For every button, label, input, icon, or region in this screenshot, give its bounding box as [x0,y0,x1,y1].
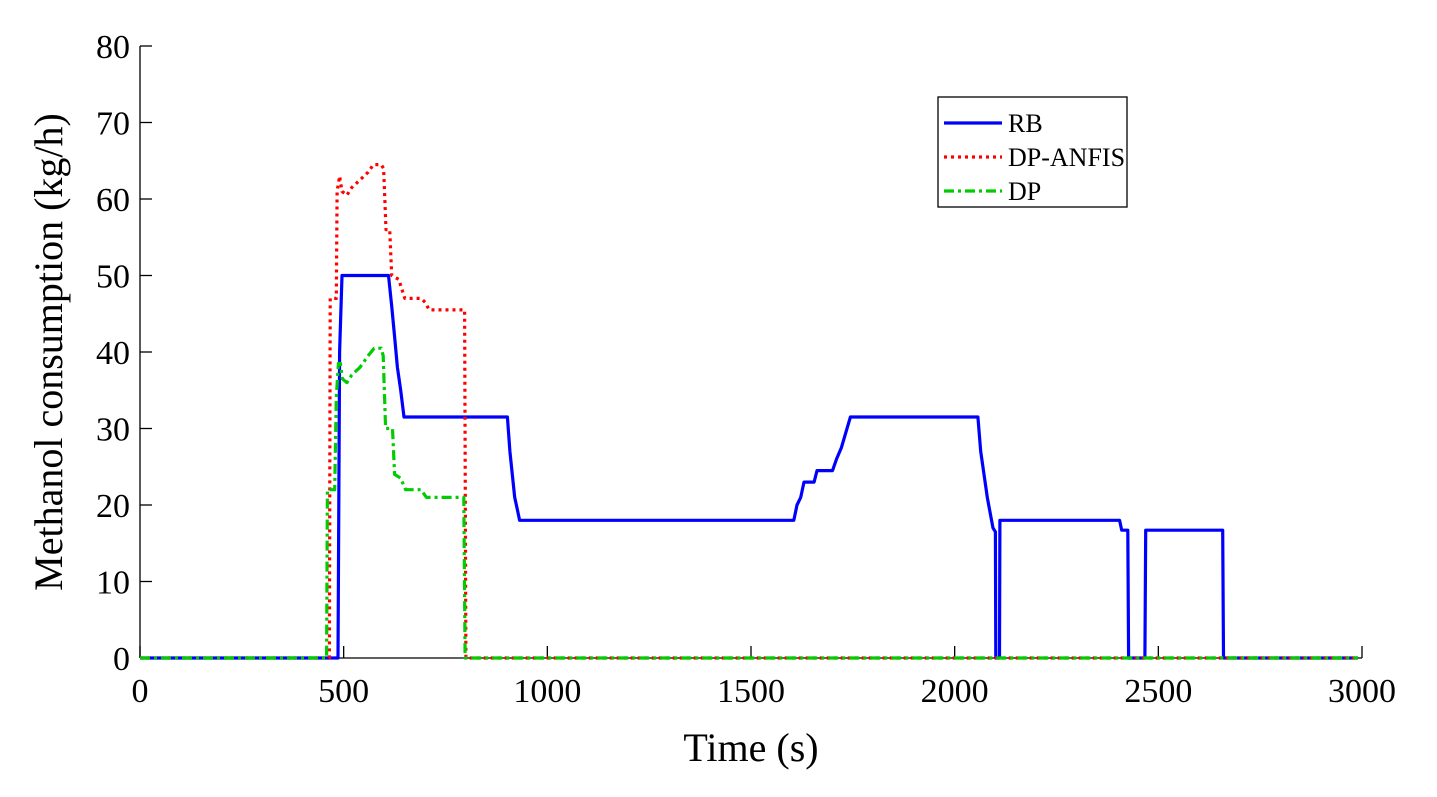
y-tick-label: 30 [96,412,130,449]
y-tick-label: 50 [96,259,130,296]
y-tick-label: 40 [96,335,130,372]
x-tick-label: 2000 [921,673,989,710]
y-tick-label: 70 [96,106,130,143]
x-tick-label: 1500 [717,673,785,710]
series-line-dp-anfis [140,163,1358,660]
x-tick-label: 1000 [513,673,581,710]
series-line-rb [140,273,1358,660]
x-tick-label: 3000 [1328,673,1396,710]
y-tick-label: 20 [96,488,130,525]
y-tick-label: 60 [96,182,130,219]
x-tick-label: 500 [318,673,369,710]
legend-label: RB [1008,109,1043,138]
legend-label: DP [1008,177,1041,206]
legend-label: DP-ANFIS [1008,143,1125,172]
plot-lines [140,163,1358,660]
y-tick-label: 0 [113,641,130,678]
series-line-dp [140,346,1358,660]
x-tick-label: 2500 [1124,673,1192,710]
x-axis-ticks: 0 500 1000 1500 2000 2500 3000 [132,646,1396,710]
y-axis-label: Methanol consumption (kg/h) [26,113,71,591]
x-tick-label: 0 [132,673,149,710]
y-tick-label: 10 [96,565,130,602]
y-axis-ticks: 0 10 20 30 40 50 60 70 80 [96,29,152,678]
legend: RB DP-ANFIS DP [937,96,1128,208]
x-axis-label: Time (s) [683,725,818,770]
y-tick-label: 80 [96,29,130,66]
legend-box [937,96,1128,208]
axes-frame [139,46,1362,659]
